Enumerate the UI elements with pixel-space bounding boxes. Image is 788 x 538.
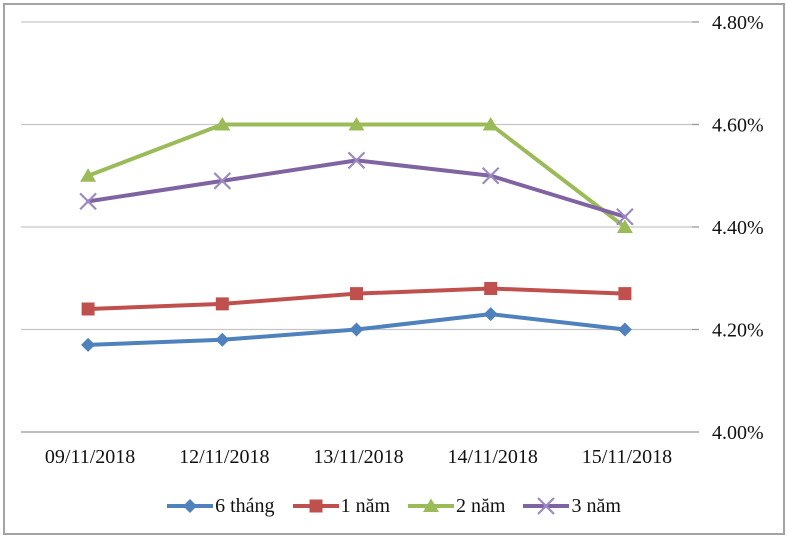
y-axis-label: 4.60% [712,115,764,137]
data-point-marker [482,117,499,131]
data-point-marker [348,117,365,131]
data-point-marker [350,287,363,301]
data-point-marker [537,497,556,515]
legend-item: 2 năm [408,495,505,518]
y-axis-label: 4.40% [712,217,764,239]
data-point-marker [483,307,498,322]
y-axis-label: 4.20% [712,320,764,342]
legend-triangle-icon [408,498,454,512]
data-point-marker [183,499,198,513]
x-axis-label: 09/11/2018 [45,446,135,468]
data-point-marker [481,166,500,185]
data-point-marker [309,499,323,513]
legend-item: 1 năm [292,494,390,518]
data-point-marker [617,322,632,337]
y-axis-label: 4.80% [712,12,764,34]
legend-label: 1 năm [340,494,390,517]
y-axis-label: 4.00% [712,422,764,444]
legend-label: 6 tháng [215,494,275,517]
x-axis-label: 15/11/2018 [582,446,672,468]
legend-x-icon [523,497,570,515]
x-axis-label: 14/11/2018 [448,446,538,468]
data-point-marker [484,282,498,295]
data-point-marker [214,117,231,131]
legend-item: 6 tháng [167,494,275,518]
data-point-marker [423,498,439,512]
data-point-marker [79,192,97,211]
data-point-marker [80,168,97,182]
x-axis-label: 12/11/2018 [179,446,269,468]
legend-diamond-icon [167,499,214,513]
data-point-marker [349,322,364,337]
data-point-marker [618,287,632,301]
data-point-marker [81,337,96,352]
data-point-marker [347,151,366,170]
series-line [86,122,627,229]
legend-square-icon [292,499,339,513]
x-axis-label: 13/11/2018 [313,446,403,468]
data-point-marker [616,219,633,233]
series-line [86,158,627,219]
data-point-marker [215,332,230,347]
data-point-marker [213,172,232,190]
legend-item: 3 năm [523,494,621,518]
legend-label: 2 năm [456,494,506,517]
data-point-marker [215,297,229,311]
chart-legend: 6 tháng 1 năm 2 năm 3 năm [0,490,788,522]
legend-label: 3 năm [571,494,621,517]
data-point-marker [81,302,95,316]
data-point-marker [616,207,634,226]
